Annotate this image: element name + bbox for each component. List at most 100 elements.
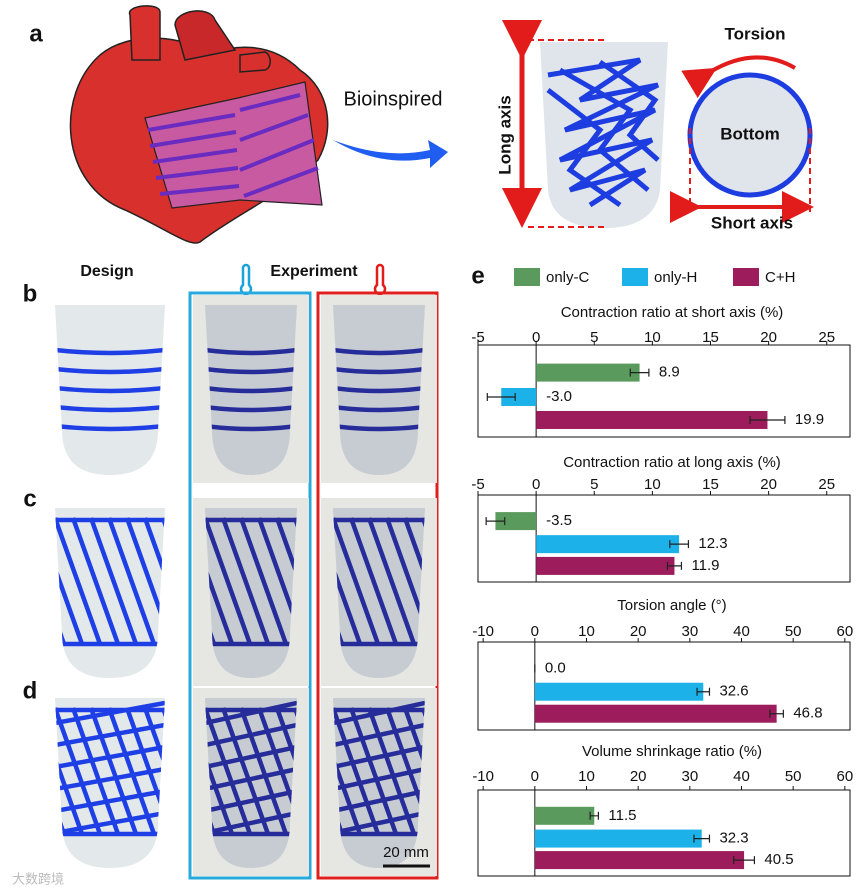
fiber bbox=[70, 707, 121, 835]
fiber bbox=[274, 517, 297, 645]
thermometer-cold bbox=[239, 263, 253, 296]
fiber bbox=[205, 810, 297, 836]
fiber bbox=[333, 788, 425, 814]
fiber bbox=[106, 517, 157, 645]
fiber bbox=[205, 707, 235, 835]
plot-frame bbox=[477, 641, 851, 731]
fiber bbox=[205, 707, 253, 835]
fiber bbox=[205, 517, 235, 645]
x-tick-label: -5 bbox=[471, 476, 484, 493]
fiber bbox=[238, 707, 289, 835]
x-tick-label: -10 bbox=[472, 623, 494, 640]
fiber bbox=[55, 517, 103, 645]
legend-label: only-H bbox=[654, 269, 697, 286]
value-label: 40.5 bbox=[764, 851, 793, 868]
legend-swatch bbox=[514, 268, 540, 286]
fiber bbox=[205, 788, 297, 814]
fiber bbox=[55, 517, 85, 645]
fiber bbox=[55, 766, 165, 792]
bar bbox=[534, 829, 702, 848]
error-bar bbox=[733, 856, 756, 865]
cup-pattern bbox=[205, 347, 297, 432]
value-label: 46.8 bbox=[793, 705, 822, 722]
fiber bbox=[333, 385, 425, 394]
chart-title: Contraction ratio at long axis (%) bbox=[563, 454, 781, 471]
value-label: -3.5 bbox=[546, 512, 572, 529]
x-tick-label: 40 bbox=[733, 623, 750, 640]
bar bbox=[536, 410, 768, 429]
fiber bbox=[55, 385, 165, 394]
plot-frame bbox=[477, 344, 851, 438]
x-tick-label: -5 bbox=[471, 329, 484, 346]
legend-label: only-C bbox=[546, 269, 590, 286]
watermark: 大数跨境 bbox=[12, 871, 64, 886]
value-label: 12.3 bbox=[698, 535, 727, 552]
cold-frame bbox=[188, 291, 312, 880]
thermometer-hot bbox=[373, 263, 387, 296]
fiber bbox=[205, 385, 297, 394]
fiber bbox=[348, 707, 399, 835]
bar bbox=[536, 556, 675, 575]
fiber bbox=[55, 707, 85, 835]
bar bbox=[534, 851, 745, 870]
fiber bbox=[333, 744, 425, 770]
panel-label: d bbox=[23, 677, 38, 704]
fiber bbox=[333, 347, 425, 356]
fiber bbox=[205, 423, 297, 432]
fiber bbox=[333, 722, 425, 748]
x-tick-label: 50 bbox=[785, 768, 802, 785]
x-tick-label: 30 bbox=[681, 768, 698, 785]
fiber bbox=[333, 766, 425, 792]
x-tick-label: 10 bbox=[644, 329, 661, 346]
x-tick-label: 30 bbox=[681, 623, 698, 640]
fiber bbox=[88, 707, 139, 835]
chart-title: Torsion angle (°) bbox=[617, 597, 726, 614]
x-tick-label: 15 bbox=[702, 329, 719, 346]
bar bbox=[534, 704, 777, 723]
x-tick-label: 10 bbox=[578, 623, 595, 640]
fiber bbox=[55, 744, 165, 770]
fiber bbox=[55, 810, 165, 836]
bar bbox=[501, 387, 537, 406]
value-label: 8.9 bbox=[659, 364, 680, 381]
fiber bbox=[220, 707, 271, 835]
x-tick-label: 0 bbox=[531, 623, 539, 640]
x-tick-label: 5 bbox=[590, 476, 598, 493]
fiber bbox=[55, 700, 165, 726]
fiber bbox=[88, 517, 139, 645]
heart-illustration bbox=[69, 5, 329, 244]
bar bbox=[534, 682, 704, 701]
chart-title: Contraction ratio at short axis (%) bbox=[561, 304, 784, 321]
bar bbox=[536, 363, 640, 382]
error-bar bbox=[693, 834, 711, 843]
fiber bbox=[402, 517, 425, 645]
fiber bbox=[333, 366, 425, 375]
fiber bbox=[366, 517, 417, 645]
fiber bbox=[205, 366, 297, 375]
fiber bbox=[55, 722, 165, 748]
fiber bbox=[70, 517, 121, 645]
x-tick-label: 20 bbox=[630, 623, 647, 640]
scale-bar-label: 20 mm bbox=[383, 844, 429, 861]
cup-pattern bbox=[55, 347, 165, 432]
fiber bbox=[333, 810, 425, 836]
fiber bbox=[333, 423, 425, 432]
x-tick-label: 20 bbox=[760, 329, 777, 346]
value-label: 11.9 bbox=[691, 557, 719, 574]
x-tick-label: 50 bbox=[785, 623, 802, 640]
cup-pattern bbox=[205, 700, 297, 837]
fiber bbox=[205, 700, 297, 726]
plot-frame bbox=[477, 789, 851, 877]
panel-label: e bbox=[471, 262, 484, 289]
fiber bbox=[333, 517, 381, 645]
fiber bbox=[205, 766, 297, 792]
panel-label: c bbox=[23, 485, 36, 512]
x-tick-label: 10 bbox=[644, 476, 661, 493]
design-header: Design bbox=[80, 263, 133, 280]
fiber bbox=[55, 707, 103, 835]
fiber bbox=[55, 423, 165, 432]
fiber bbox=[366, 707, 417, 835]
panel-label: a bbox=[29, 20, 43, 47]
value-label: 0.0 bbox=[545, 659, 566, 676]
